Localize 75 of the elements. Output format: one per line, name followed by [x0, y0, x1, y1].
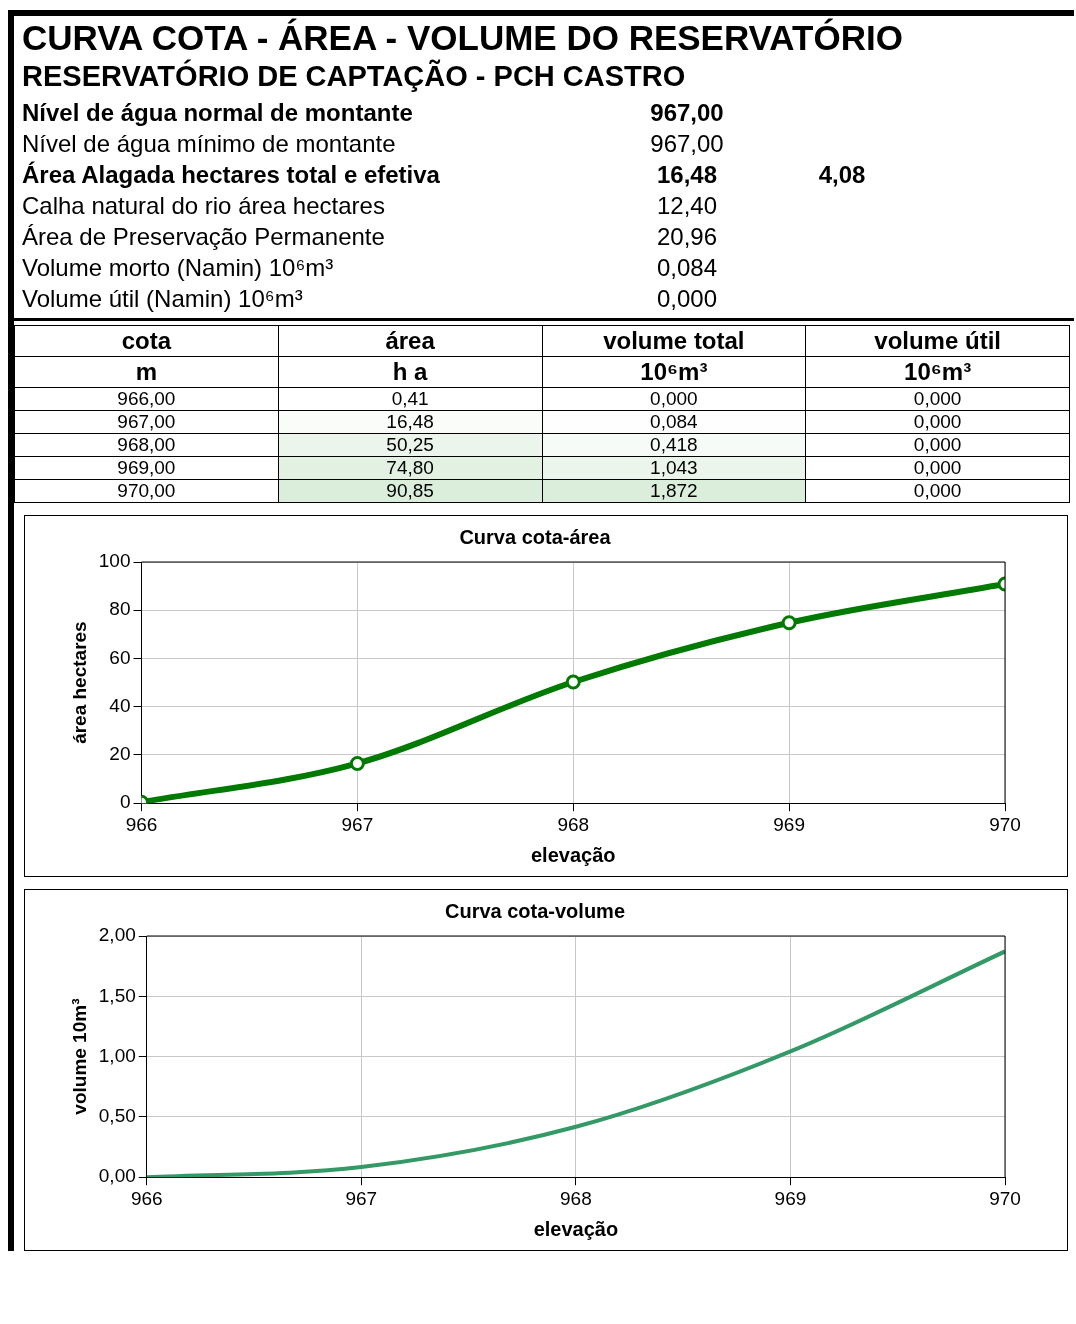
text: 12,40: [655, 191, 719, 221]
data-label: 1,043: [542, 456, 806, 480]
text: m: [14, 356, 279, 388]
x-tick-label: 969: [773, 813, 805, 835]
text: RESERVATÓRIO DE CAPTAÇÃO - PCH CASTRO: [22, 60, 687, 93]
text: Nível de água mínimo de montante: [22, 129, 397, 159]
y-axis-title: cota: [14, 325, 279, 357]
x-tick-label: 967: [345, 1187, 378, 1209]
y-tick-label: 967,00: [14, 410, 279, 434]
data-label: 0,000: [805, 387, 1070, 411]
x-tick-label: 966: [125, 813, 158, 835]
y-tick-label: 970,00: [14, 479, 279, 503]
data-label: 0,000: [805, 410, 1070, 434]
y-tick-label: 100: [98, 550, 131, 572]
y-tick-label: 0,50: [98, 1105, 136, 1127]
x-tick-label: 969: [774, 1187, 807, 1209]
x-tick-label: 966: [130, 1187, 163, 1209]
point: [349, 755, 365, 771]
x-tick-label: 970: [989, 813, 1021, 835]
y-tick-label: 40: [109, 694, 131, 716]
data-label: 0,000: [805, 479, 1070, 503]
text: Volume morto (Namin) 10⁶m³: [22, 253, 335, 283]
y-axis-title: área hectares: [68, 621, 90, 744]
text: Calha natural do rio área hectares: [22, 191, 386, 221]
chart-title: Curva cota-volume: [444, 899, 626, 922]
x-tick-label: volume útil: [805, 325, 1070, 357]
data-label: 0,000: [542, 387, 806, 411]
x-axis-title: elevação: [530, 843, 616, 866]
data-label: 74,80: [278, 456, 542, 480]
text: Área de Preservação Permanente: [22, 222, 386, 252]
data-label: 0,418: [542, 433, 806, 457]
text: 0,000: [655, 284, 719, 314]
y-tick-label: 60: [109, 646, 131, 668]
x-axis-title: elevação: [533, 1217, 619, 1240]
data-label: 90,85: [278, 479, 542, 503]
text: 10⁶m³: [542, 356, 806, 388]
text: 967,00: [649, 129, 725, 159]
data-label: 50,25: [278, 433, 542, 457]
y-tick-label: 966,00: [14, 387, 279, 411]
x-tick-label: 970: [989, 1187, 1021, 1209]
data-label: 0,000: [805, 433, 1070, 457]
text: CURVA COTA - ÁREA - VOLUME DO RESERVATÓRIO: [22, 18, 904, 58]
y-tick-label: 2,00: [98, 924, 136, 946]
x-tick-label: 968: [557, 813, 590, 835]
data-label: 0,084: [542, 410, 806, 434]
data-label: 16,48: [278, 410, 542, 434]
data-label: 0,000: [805, 456, 1070, 480]
data-label: 1,872: [542, 479, 806, 503]
text: Volume útil (Namin) 10⁶m³: [22, 284, 304, 314]
chart-title: Curva cota-área: [459, 525, 612, 548]
x-tick-label: 967: [341, 813, 374, 835]
y-tick-label: 969,00: [14, 456, 279, 480]
x-tick-label: 968: [560, 1187, 592, 1209]
y-tick-label: 20: [109, 743, 131, 765]
y-tick-label: 1,00: [98, 1044, 136, 1066]
y-axis-title: volume 10m³: [68, 998, 90, 1115]
x-tick-label: volume total: [542, 325, 806, 357]
text: h a: [278, 356, 542, 388]
y-tick-label: 1,50: [98, 984, 136, 1006]
text: Área Alagada hectares total e efetiva: [22, 160, 441, 190]
y-tick-label: 80: [109, 598, 131, 620]
y-tick-label: 968,00: [14, 433, 279, 457]
y-tick-label: 0,00: [98, 1165, 136, 1187]
x-tick-label: área: [278, 325, 542, 357]
text: 4,08: [817, 160, 867, 190]
text: Nível de água normal de montante: [22, 98, 414, 128]
text: 0,084: [655, 253, 719, 283]
text: 16,48: [655, 160, 719, 190]
y-tick-label: 0: [119, 791, 131, 813]
text: 20,96: [655, 222, 719, 252]
data-label: 0,41: [278, 387, 542, 411]
point: [565, 674, 581, 690]
text: 10⁶m³: [805, 356, 1070, 388]
text: 967,00: [649, 98, 725, 128]
point: [781, 615, 797, 631]
